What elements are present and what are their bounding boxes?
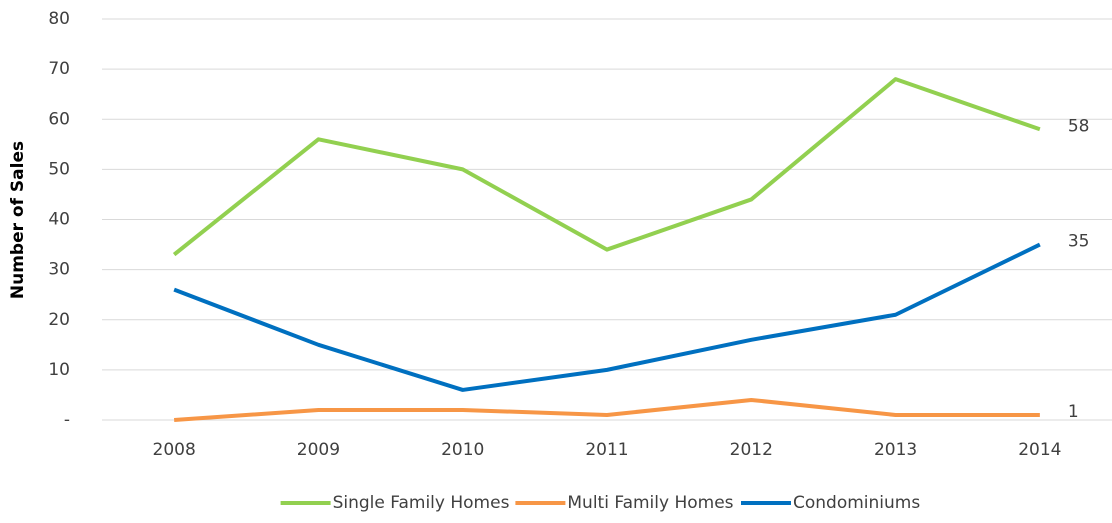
- x-tick-label: 2014: [1018, 440, 1061, 460]
- x-tick-label: 2012: [730, 440, 773, 460]
- data-label: 1: [1068, 402, 1079, 422]
- legend-label: Condominiums: [793, 493, 920, 513]
- y-tick-label: 40: [48, 210, 70, 230]
- y-tick-label: 50: [48, 159, 70, 179]
- data-label: 35: [1068, 232, 1090, 252]
- y-axis-title: Number of Sales: [8, 141, 28, 299]
- data-label: 58: [1068, 116, 1090, 136]
- x-tick-label: 2009: [297, 440, 340, 460]
- series-line: [174, 397, 1040, 422]
- x-tick-label: 2008: [153, 440, 196, 460]
- y-tick-label: 30: [48, 260, 70, 280]
- y-tick-label: 80: [48, 9, 70, 29]
- y-tick-label: -: [64, 410, 70, 430]
- x-tick-label: 2011: [585, 440, 628, 460]
- x-tick-label: 2013: [874, 440, 917, 460]
- series-line: [172, 77, 1041, 257]
- y-tick-label: 60: [48, 109, 70, 129]
- legend-label: Single Family Homes: [333, 493, 510, 513]
- x-tick-label: 2010: [441, 440, 484, 460]
- y-tick-label: 70: [48, 59, 70, 79]
- y-tick-label: 20: [48, 310, 70, 330]
- legend-label: Multi Family Homes: [567, 493, 733, 513]
- y-tick-label: 10: [48, 360, 70, 380]
- series-line: [173, 242, 1041, 392]
